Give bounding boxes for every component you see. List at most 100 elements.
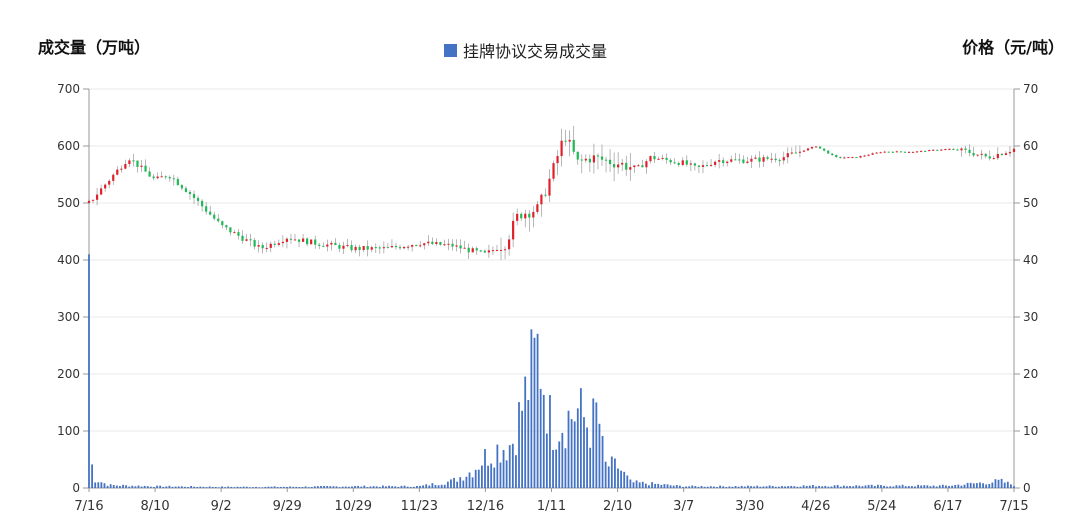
x-axis-tick-label: 3/30: [735, 499, 764, 514]
volume-bar: [143, 485, 146, 488]
volume-bar: [589, 447, 592, 488]
volume-bar: [539, 388, 542, 488]
volume-bar: [781, 486, 783, 488]
volume-bar: [168, 485, 171, 488]
volume-bar: [852, 486, 855, 488]
volume-bar: [453, 477, 455, 488]
volume-bar: [784, 486, 786, 488]
volume-bar: [119, 485, 121, 488]
volume-bar: [700, 486, 703, 488]
price-candle: [758, 157, 761, 162]
price-candle: [722, 160, 725, 164]
volume-bar: [134, 486, 137, 488]
price-candle: [673, 162, 676, 164]
volume-bar: [688, 486, 691, 488]
volume-bar: [252, 487, 254, 488]
volume-bar: [682, 486, 684, 488]
volume-bar: [818, 485, 821, 488]
price-candle: [633, 165, 636, 168]
volume-bar: [573, 421, 576, 488]
volume-bar: [796, 486, 799, 488]
price-candle: [116, 169, 119, 175]
price-candle: [766, 157, 769, 159]
price-candle: [297, 239, 301, 242]
volume-bar: [109, 484, 112, 488]
volume-bar: [821, 486, 824, 488]
volume-bar: [360, 486, 363, 488]
price-candle: [439, 242, 442, 245]
price-candle: [277, 243, 280, 245]
price-candle: [782, 157, 785, 161]
price-candle: [596, 155, 600, 157]
price-candle: [835, 155, 838, 158]
volume-bar: [388, 485, 390, 488]
volume-bar: [372, 486, 375, 488]
volume-bar: [128, 486, 131, 488]
volume-bar: [323, 485, 326, 488]
volume-bar: [459, 477, 462, 488]
volume-bar: [298, 487, 301, 488]
price-candle: [794, 152, 797, 154]
price-candle: [467, 247, 470, 253]
price-candle: [649, 156, 652, 162]
volume-bar: [378, 486, 381, 488]
price-candle: [1008, 151, 1012, 154]
price-candle: [144, 165, 147, 172]
volume-bar: [793, 486, 796, 488]
volume-bar: [366, 487, 369, 488]
price-candle: [588, 158, 591, 163]
x-axis-tick-label: 12/16: [467, 499, 504, 514]
price-candle: [936, 149, 939, 151]
price-candle: [148, 171, 151, 177]
price-candle: [681, 160, 684, 165]
price-candle: [160, 176, 163, 178]
price-candle: [713, 161, 717, 165]
price-candle: [209, 211, 212, 215]
price-candle: [374, 247, 377, 249]
price-candle: [669, 159, 672, 163]
volume-bar: [412, 486, 415, 488]
volume-bar: [904, 486, 907, 488]
price-candle: [903, 151, 907, 153]
volume-bar: [347, 486, 350, 488]
price-candle: [499, 249, 503, 251]
price-candle: [402, 247, 406, 249]
volume-bar: [381, 485, 384, 488]
volume-bar: [465, 476, 468, 488]
volume-bar: [824, 485, 827, 488]
price-candle: [338, 245, 341, 249]
price-candle: [944, 148, 947, 150]
volume-bar: [419, 485, 421, 488]
price-candle: [895, 151, 898, 153]
price-candle: [709, 164, 713, 166]
volume-bar: [255, 486, 257, 488]
price-candle: [326, 244, 329, 247]
volume-bar: [329, 486, 332, 488]
volume-bar: [864, 485, 867, 488]
x-axis-tick-label: 9/29: [273, 499, 302, 514]
volume-bar: [657, 483, 660, 488]
price-candle: [847, 157, 850, 159]
volume-bar: [394, 486, 397, 488]
price-candle: [564, 140, 567, 142]
volume-bar: [474, 469, 477, 488]
price-candle: [924, 150, 927, 152]
volume-bar: [187, 486, 189, 488]
volume-bar: [957, 484, 960, 488]
price-candle: [398, 247, 402, 249]
volume-bar: [849, 486, 851, 488]
price-candle: [124, 164, 127, 169]
volume-bar: [94, 482, 97, 488]
price-candle: [746, 161, 749, 163]
price-candle: [516, 213, 519, 221]
volume-bar: [279, 486, 282, 488]
price-candle: [205, 206, 208, 212]
price-candle: [560, 140, 563, 157]
price-candle: [100, 188, 103, 195]
volume-bar: [737, 486, 740, 488]
volume-bar: [975, 483, 978, 488]
x-axis-tick-label: 8/10: [140, 499, 169, 514]
volume-bar: [214, 486, 217, 488]
price-candle: [172, 178, 175, 180]
price-candle: [754, 157, 757, 159]
